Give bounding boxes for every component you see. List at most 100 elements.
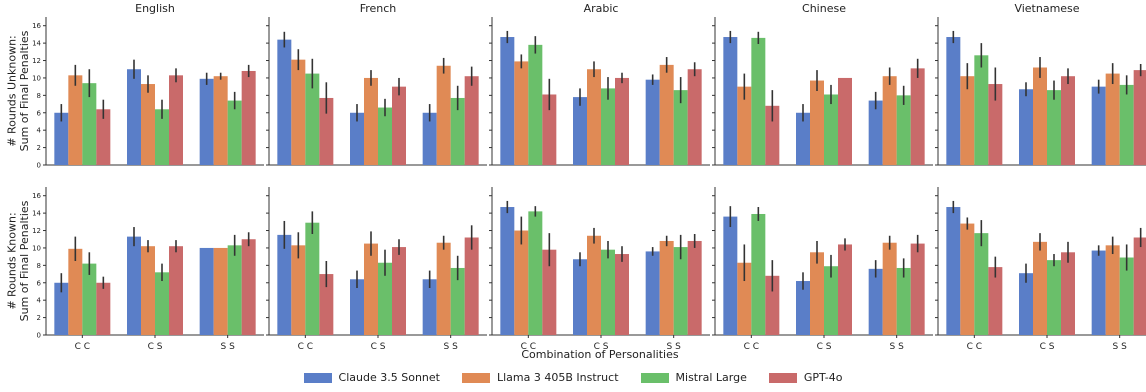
bar-r1-chinese-c0-s2 xyxy=(751,213,766,335)
bar-r0-chinese-c1-s3 xyxy=(838,77,852,165)
bar-r0-arabic-c0-s2 xyxy=(528,44,543,165)
bar-r1-chinese-c1-s3 xyxy=(838,244,852,335)
bar-r1-vietnamese-c1-s3 xyxy=(1061,252,1075,335)
bar-r1-chinese-c2-s1 xyxy=(882,242,897,335)
x-tick-label-english-c2: S S xyxy=(221,342,236,352)
bar-r0-vietnamese-c2-s1 xyxy=(1105,73,1120,165)
bar-r0-arabic-c0-s0 xyxy=(500,37,515,165)
legend-item-gpt4o: GPT-4o xyxy=(768,371,842,384)
bar-r1-english-c1-s2 xyxy=(155,272,169,335)
bar-r1-vietnamese-c2-s0 xyxy=(1091,250,1106,335)
bar-r1-french-c2-s2 xyxy=(450,267,465,335)
bar-r1-english-c2-s1 xyxy=(213,247,228,335)
bar-r0-vietnamese-c2-s2 xyxy=(1119,84,1134,165)
bar-r1-english-c2-s3 xyxy=(241,239,256,335)
y-axis-label-row-0-line-1: Sum of Final Penalties xyxy=(18,30,31,151)
bar-r1-english-c1-s0 xyxy=(127,236,141,335)
bar-r0-english-c1-s2 xyxy=(155,109,169,165)
bar-r1-arabic-c2-s1 xyxy=(659,240,674,335)
bar-r1-french-c0-s3 xyxy=(319,274,334,335)
bar-r0-vietnamese-c1-s1 xyxy=(1033,67,1047,165)
bar-r0-french-c1-s2 xyxy=(378,107,392,165)
bar-r1-vietnamese-c2-s3 xyxy=(1133,237,1146,335)
bar-r0-vietnamese-c1-s2 xyxy=(1047,90,1061,165)
bar-r1-vietnamese-c0-s2 xyxy=(974,233,989,335)
bar-r0-arabic-c2-s0 xyxy=(645,79,660,165)
bar-r1-french-c0-s2 xyxy=(305,222,320,335)
bar-r1-french-c0-s1 xyxy=(291,245,306,335)
x-tick-label-arabic-c0: C C xyxy=(521,342,536,352)
bar-r0-chinese-c0-s0 xyxy=(723,37,738,165)
x-tick-label-chinese-c0: C C xyxy=(744,342,759,352)
y-tick-label-r1-8: 8 xyxy=(37,262,41,270)
y-axis-label-row-0-line-0: # Rounds Unknown: xyxy=(5,35,18,147)
bar-r0-french-c0-s2 xyxy=(305,73,320,165)
bar-r1-arabic-c2-s3 xyxy=(687,240,702,335)
legend-swatch-llama xyxy=(461,372,490,383)
bar-r0-vietnamese-c0-s0 xyxy=(946,37,961,165)
y-axis-label-row-0: # Rounds Unknown:Sum of Final Penalties xyxy=(5,30,31,151)
bar-r0-chinese-c1-s1 xyxy=(810,80,824,165)
legend-swatch-claude xyxy=(303,372,332,383)
x-tick-label-french-c2: S S xyxy=(444,342,459,352)
x-tick-label-english-c0: C C xyxy=(75,342,90,352)
panel-title-english: English xyxy=(135,2,175,15)
bar-r0-english-c0-s1 xyxy=(68,75,83,165)
bar-r1-arabic-c1-s0 xyxy=(573,259,587,335)
x-tick-label-chinese-c1: C S xyxy=(817,342,832,352)
bar-r1-french-c2-s3 xyxy=(464,237,479,335)
x-tick-label-vietnamese-c0: C C xyxy=(967,342,982,352)
bar-r1-chinese-c2-s2 xyxy=(896,267,911,335)
bar-r1-arabic-c0-s2 xyxy=(528,211,543,335)
bar-r0-arabic-c1-s3 xyxy=(615,77,629,165)
bar-r0-vietnamese-c1-s3 xyxy=(1061,76,1075,165)
bar-r0-vietnamese-c0-s3 xyxy=(988,84,1003,165)
bar-r0-english-c2-s2 xyxy=(227,100,242,165)
bar-r1-chinese-c2-s0 xyxy=(868,268,883,335)
bar-r0-french-c2-s3 xyxy=(464,76,479,165)
bar-r0-english-c2-s1 xyxy=(213,76,228,165)
bar-r1-vietnamese-c2-s2 xyxy=(1119,257,1134,335)
panel-title-vietnamese: Vietnamese xyxy=(1014,2,1079,15)
bar-r1-vietnamese-c0-s3 xyxy=(988,267,1003,335)
y-tick-label-r1-6: 6 xyxy=(37,279,42,287)
y-tick-label-r0-2: 2 xyxy=(37,144,41,152)
legend-label-mistral: Mistral Large xyxy=(675,371,747,384)
bar-r0-chinese-c2-s0 xyxy=(868,100,883,165)
bar-r0-chinese-c0-s1 xyxy=(737,86,752,165)
bar-r0-chinese-c2-s3 xyxy=(910,68,925,165)
y-tick-label-r0-10: 10 xyxy=(32,74,41,82)
bar-r0-chinese-c0-s2 xyxy=(751,37,766,165)
bar-r0-vietnamese-c2-s3 xyxy=(1133,70,1146,165)
bar-r1-arabic-c1-s1 xyxy=(587,235,601,335)
legend-label-llama: Llama 3 405B Instruct xyxy=(496,371,619,384)
x-axis-label: Combination of Personalities xyxy=(521,348,678,361)
y-tick-label-r1-14: 14 xyxy=(32,210,41,218)
bar-r1-french-c2-s1 xyxy=(436,242,451,335)
bar-r1-english-c1-s1 xyxy=(141,246,155,335)
bar-r0-arabic-c1-s1 xyxy=(587,69,601,165)
bar-r1-arabic-c0-s1 xyxy=(514,230,529,335)
bar-r0-arabic-c2-s3 xyxy=(687,69,702,165)
bar-r0-french-c1-s0 xyxy=(350,112,364,165)
x-tick-label-french-c0: C C xyxy=(298,342,313,352)
legend-item-mistral: Mistral Large xyxy=(640,371,747,384)
legend-swatch-mistral xyxy=(640,372,669,383)
x-tick-label-arabic-c1: C S xyxy=(594,342,609,352)
bar-r1-arabic-c2-s0 xyxy=(645,251,660,335)
legend-swatch-gpt4o xyxy=(768,372,797,383)
bar-r1-english-c1-s3 xyxy=(169,246,183,335)
y-tick-label-r0-0: 0 xyxy=(37,162,41,170)
bar-r1-vietnamese-c1-s1 xyxy=(1033,241,1047,335)
bar-r0-english-c1-s0 xyxy=(127,69,141,165)
bar-r0-arabic-c2-s1 xyxy=(659,64,674,165)
x-tick-label-vietnamese-c1: C S xyxy=(1040,342,1055,352)
y-tick-label-r1-4: 4 xyxy=(37,297,42,305)
bar-r0-french-c1-s3 xyxy=(392,86,406,165)
panel-title-french: French xyxy=(360,2,397,15)
y-tick-label-r0-8: 8 xyxy=(37,92,41,100)
bar-r0-vietnamese-c0-s2 xyxy=(974,55,989,166)
y-tick-label-r0-4: 4 xyxy=(37,127,42,135)
bar-r1-french-c1-s0 xyxy=(350,279,364,335)
y-axis-label-row-1: # Rounds Known:Sum of Final Penalties xyxy=(5,200,31,321)
